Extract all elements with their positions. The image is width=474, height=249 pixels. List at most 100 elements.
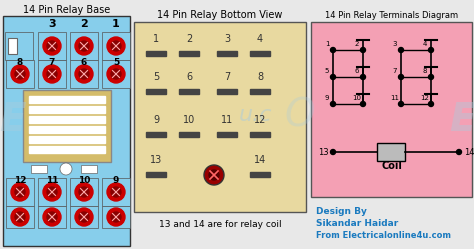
Bar	[70, 32, 98, 60]
Text: From Electricalonline4u.com: From Electricalonline4u.com	[316, 231, 451, 240]
Bar	[3, 16, 130, 246]
Text: 14 Pin Relay Bottom View: 14 Pin Relay Bottom View	[157, 10, 283, 20]
Bar	[31, 165, 47, 173]
Circle shape	[107, 37, 125, 55]
Circle shape	[209, 170, 219, 180]
Text: 8: 8	[257, 72, 263, 82]
Bar	[217, 51, 237, 56]
Bar	[38, 178, 66, 206]
Text: 4: 4	[257, 34, 263, 44]
Text: 11: 11	[391, 95, 400, 101]
Bar	[377, 143, 405, 161]
Circle shape	[79, 187, 89, 197]
Bar	[8, 38, 17, 54]
Circle shape	[79, 41, 89, 51]
Bar	[102, 60, 130, 88]
Bar	[70, 60, 98, 88]
Bar	[250, 51, 270, 56]
Circle shape	[75, 183, 93, 201]
Circle shape	[79, 69, 89, 79]
Text: 3: 3	[393, 41, 397, 47]
Text: 5: 5	[153, 72, 159, 82]
Bar	[250, 172, 270, 177]
Text: 3: 3	[48, 19, 56, 29]
Bar	[6, 206, 34, 228]
Bar	[217, 132, 237, 137]
Text: 14 Pin Relay Terminals Diagram: 14 Pin Relay Terminals Diagram	[325, 10, 458, 19]
Circle shape	[361, 48, 365, 53]
Circle shape	[15, 69, 25, 79]
Bar	[29, 146, 105, 153]
Circle shape	[428, 48, 434, 53]
Text: 1: 1	[325, 41, 329, 47]
Circle shape	[361, 74, 365, 79]
Bar	[146, 51, 166, 56]
Text: Sikandar Haidar: Sikandar Haidar	[316, 219, 398, 228]
Text: 1: 1	[112, 19, 120, 29]
Bar	[29, 106, 105, 113]
Circle shape	[107, 65, 125, 83]
Text: 10: 10	[353, 95, 362, 101]
Circle shape	[60, 163, 72, 175]
Bar	[29, 96, 105, 103]
Bar	[81, 165, 97, 173]
Text: 8: 8	[423, 68, 427, 74]
Text: 7: 7	[224, 72, 230, 82]
Circle shape	[111, 69, 121, 79]
Text: 2: 2	[80, 19, 88, 29]
Bar	[179, 132, 199, 137]
Circle shape	[330, 102, 336, 107]
Circle shape	[111, 41, 121, 51]
Text: 14: 14	[254, 155, 266, 165]
Bar	[23, 90, 111, 162]
Text: 3: 3	[224, 34, 230, 44]
Bar	[6, 178, 34, 206]
Bar	[146, 89, 166, 94]
Text: 2: 2	[186, 34, 192, 44]
Circle shape	[361, 102, 365, 107]
Bar	[70, 206, 98, 228]
Bar	[102, 32, 130, 60]
Circle shape	[43, 37, 61, 55]
Text: 13: 13	[318, 147, 328, 157]
Bar	[29, 126, 105, 133]
Text: E: E	[449, 101, 474, 139]
Circle shape	[75, 37, 93, 55]
Text: O: O	[285, 96, 315, 134]
Circle shape	[47, 187, 57, 197]
Circle shape	[204, 165, 224, 185]
Circle shape	[75, 208, 93, 226]
Circle shape	[43, 65, 61, 83]
Bar	[38, 32, 66, 60]
Circle shape	[399, 74, 403, 79]
Text: Design By: Design By	[316, 207, 367, 216]
Text: 9: 9	[113, 176, 119, 185]
Bar	[29, 116, 105, 123]
Bar	[70, 178, 98, 206]
Circle shape	[111, 212, 121, 222]
Text: 7: 7	[393, 68, 397, 74]
Text: 8: 8	[17, 58, 23, 66]
Circle shape	[47, 69, 57, 79]
Bar	[29, 136, 105, 143]
Circle shape	[428, 74, 434, 79]
Bar	[102, 178, 130, 206]
Text: 6: 6	[355, 68, 359, 74]
Text: 9: 9	[325, 95, 329, 101]
Circle shape	[79, 212, 89, 222]
Bar	[217, 89, 237, 94]
Text: E: E	[0, 101, 25, 139]
Text: 10: 10	[183, 115, 195, 125]
Text: 6: 6	[81, 58, 87, 66]
Text: 11: 11	[46, 176, 58, 185]
Circle shape	[47, 212, 57, 222]
Text: Coil: Coil	[381, 161, 402, 171]
Text: 12: 12	[420, 95, 429, 101]
Text: 12: 12	[254, 115, 266, 125]
Text: 4: 4	[423, 41, 427, 47]
Text: 13: 13	[150, 155, 162, 165]
Circle shape	[107, 208, 125, 226]
Text: 5: 5	[325, 68, 329, 74]
Circle shape	[399, 102, 403, 107]
Text: 14: 14	[464, 147, 474, 157]
